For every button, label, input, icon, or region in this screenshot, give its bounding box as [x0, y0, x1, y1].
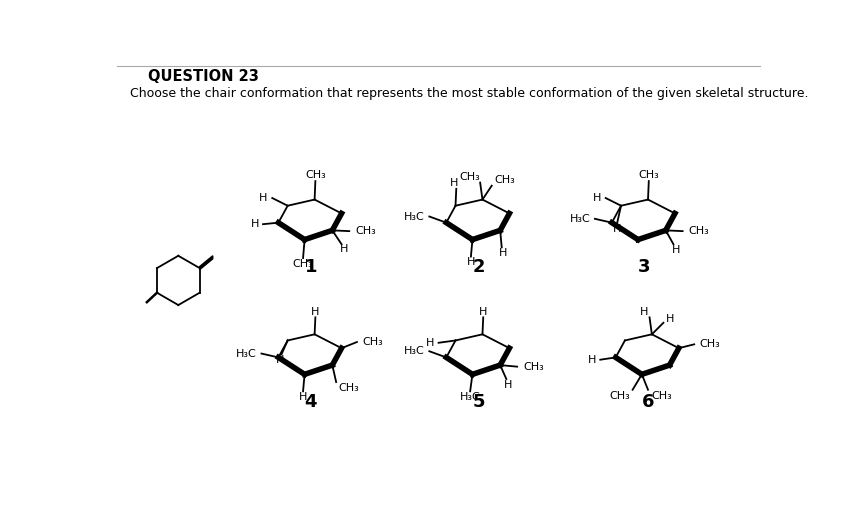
Text: H: H	[311, 307, 320, 317]
Text: H: H	[671, 245, 680, 255]
Text: CH₃: CH₃	[339, 383, 359, 393]
Text: H: H	[259, 193, 268, 203]
Text: CH₃: CH₃	[363, 337, 383, 347]
Text: CH₃: CH₃	[494, 175, 515, 185]
Text: H: H	[593, 193, 601, 203]
Text: CH₃: CH₃	[292, 259, 314, 269]
Text: CH₃: CH₃	[305, 170, 326, 180]
Text: CH₃: CH₃	[459, 172, 481, 182]
Text: CH₃: CH₃	[610, 391, 630, 401]
Text: H: H	[467, 257, 475, 267]
Text: 3: 3	[638, 259, 651, 276]
Text: H₃C: H₃C	[236, 348, 256, 359]
Text: H: H	[666, 314, 674, 324]
Text: H: H	[479, 307, 487, 317]
Text: CH₃: CH₃	[689, 226, 710, 236]
Text: H: H	[276, 355, 284, 365]
Text: 5: 5	[472, 393, 485, 411]
Text: H₃C: H₃C	[460, 393, 481, 402]
Text: QUESTION 23: QUESTION 23	[148, 69, 258, 84]
Polygon shape	[200, 256, 213, 270]
Text: H₃C: H₃C	[404, 211, 425, 221]
Text: CH₃: CH₃	[652, 391, 672, 401]
Text: 4: 4	[304, 393, 317, 411]
Text: H: H	[339, 244, 348, 254]
Text: CH₃: CH₃	[356, 226, 376, 236]
Text: H₃C: H₃C	[404, 346, 425, 356]
Text: H: H	[588, 355, 597, 365]
Text: H: H	[499, 248, 507, 258]
Text: H: H	[504, 380, 512, 390]
Text: H: H	[427, 338, 434, 348]
Text: 2: 2	[472, 259, 485, 276]
Text: H: H	[640, 307, 648, 317]
Text: H: H	[299, 392, 307, 402]
Text: 6: 6	[642, 393, 654, 411]
Text: H: H	[251, 219, 259, 229]
Text: CH₃: CH₃	[639, 170, 659, 180]
Text: H: H	[450, 178, 458, 188]
Text: 1: 1	[304, 259, 317, 276]
Text: H: H	[613, 224, 622, 234]
Text: CH₃: CH₃	[523, 362, 544, 372]
Text: Choose the chair conformation that represents the most stable conformation of th: Choose the chair conformation that repre…	[130, 87, 808, 100]
Text: H₃C: H₃C	[569, 214, 590, 224]
Text: CH₃: CH₃	[699, 339, 721, 350]
